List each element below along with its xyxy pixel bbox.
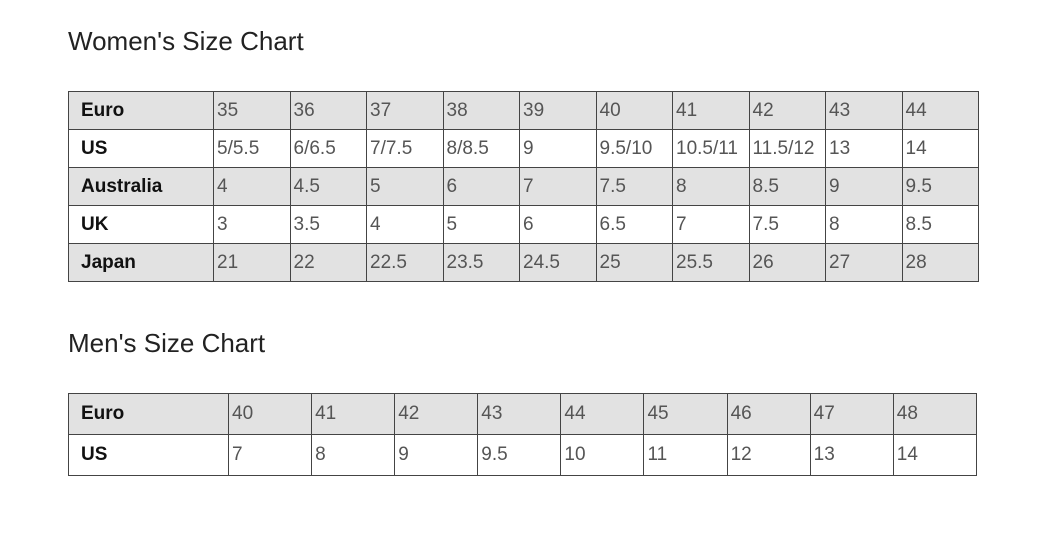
size-cell: 8 xyxy=(825,205,903,244)
size-cell: 8/8.5 xyxy=(442,129,520,168)
size-cell: 4 xyxy=(366,205,444,244)
table-row: US 7 8 9 9.5 10 11 12 13 14 xyxy=(68,434,977,476)
table-row: Japan 21 22 22.5 23.5 24.5 25 25.5 26 27 28 xyxy=(68,243,979,282)
size-cell: 7 xyxy=(672,205,750,244)
size-cell: 25.5 xyxy=(672,243,750,282)
size-cell: 6.5 xyxy=(595,205,673,244)
size-cell: 40 xyxy=(227,393,313,435)
size-cell: 35 xyxy=(213,91,291,130)
table-row: US 5/5.5 6/6.5 7/7.5 8/8.5 9 9.5/10 10.5/11 11.5… xyxy=(68,129,979,168)
size-cell: 41 xyxy=(311,393,396,435)
size-cell: 40 xyxy=(595,91,673,130)
size-cell: 46 xyxy=(726,393,811,435)
row-label: Euro xyxy=(68,393,229,435)
size-cell: 43 xyxy=(477,393,562,435)
size-cell: 45 xyxy=(643,393,728,435)
size-cell: 25 xyxy=(595,243,673,282)
table-row: Euro 35 36 37 38 39 40 41 42 43 44 xyxy=(68,91,979,130)
size-cell: 5 xyxy=(366,167,444,206)
size-cell: 26 xyxy=(748,243,826,282)
size-cell: 43 xyxy=(825,91,903,130)
size-cell: 5/5.5 xyxy=(213,129,291,168)
size-cell: 13 xyxy=(825,129,903,168)
size-cell: 42 xyxy=(748,91,826,130)
size-cell: 9.5 xyxy=(477,434,562,476)
size-cell: 13 xyxy=(809,434,894,476)
size-cell: 7.5 xyxy=(595,167,673,206)
size-cell: 28 xyxy=(901,243,979,282)
size-cell: 37 xyxy=(366,91,444,130)
size-cell: 11 xyxy=(643,434,728,476)
size-cell: 48 xyxy=(892,393,977,435)
size-cell: 14 xyxy=(901,129,979,168)
size-cell: 8 xyxy=(311,434,396,476)
size-cell: 39 xyxy=(519,91,597,130)
women-chart-title: Women's Size Chart xyxy=(68,26,304,56)
size-cell: 44 xyxy=(901,91,979,130)
row-label: US xyxy=(68,129,214,168)
size-cell: 22 xyxy=(289,243,367,282)
size-cell: 6 xyxy=(519,205,597,244)
size-cell: 10 xyxy=(560,434,645,476)
men-size-table: Euro 40 41 42 43 44 45 46 47 48 US 7 8 9 9.5 10 11 12 13 14 xyxy=(68,393,977,476)
size-cell: 8.5 xyxy=(901,205,979,244)
size-cell: 36 xyxy=(289,91,367,130)
size-cell: 8.5 xyxy=(748,167,826,206)
size-cell: 42 xyxy=(394,393,479,435)
table-row: Euro 40 41 42 43 44 45 46 47 48 xyxy=(68,393,977,435)
table-row: UK 3 3.5 4 5 6 6.5 7 7.5 8 8.5 xyxy=(68,205,979,244)
size-cell: 22.5 xyxy=(366,243,444,282)
size-cell: 23.5 xyxy=(442,243,520,282)
size-cell: 3 xyxy=(213,205,291,244)
size-cell: 7/7.5 xyxy=(366,129,444,168)
table-row: Australia 4 4.5 5 6 7 7.5 8 8.5 9 9.5 xyxy=(68,167,979,206)
size-cell: 9 xyxy=(825,167,903,206)
women-size-table: Euro 35 36 37 38 39 40 41 42 43 44 US 5/5.5 6/6.5 7/7.… xyxy=(68,91,979,282)
size-cell: 12 xyxy=(726,434,811,476)
size-cell: 7 xyxy=(227,434,313,476)
size-cell: 6 xyxy=(442,167,520,206)
size-cell: 41 xyxy=(672,91,750,130)
size-cell: 7.5 xyxy=(748,205,826,244)
row-label: Japan xyxy=(68,243,214,282)
size-cell: 7 xyxy=(519,167,597,206)
size-cell: 9 xyxy=(519,129,597,168)
size-cell: 11.5/12 xyxy=(748,129,826,168)
size-cell: 3.5 xyxy=(289,205,367,244)
size-cell: 21 xyxy=(213,243,291,282)
size-cell: 9.5 xyxy=(901,167,979,206)
row-label: Australia xyxy=(68,167,214,206)
row-label: UK xyxy=(68,205,214,244)
row-label: Euro xyxy=(68,91,214,130)
size-cell: 24.5 xyxy=(519,243,597,282)
size-cell: 5 xyxy=(442,205,520,244)
size-cell: 38 xyxy=(442,91,520,130)
size-cell: 4 xyxy=(213,167,291,206)
size-cell: 9 xyxy=(394,434,479,476)
size-cell: 27 xyxy=(825,243,903,282)
size-cell: 44 xyxy=(560,393,645,435)
size-cell: 14 xyxy=(892,434,977,476)
size-cell: 8 xyxy=(672,167,750,206)
size-cell: 6/6.5 xyxy=(289,129,367,168)
men-chart-title: Men's Size Chart xyxy=(68,328,266,358)
size-cell: 4.5 xyxy=(289,167,367,206)
row-label: US xyxy=(68,434,229,476)
size-cell: 47 xyxy=(809,393,894,435)
size-cell: 10.5/11 xyxy=(672,129,750,168)
size-cell: 9.5/10 xyxy=(595,129,673,168)
